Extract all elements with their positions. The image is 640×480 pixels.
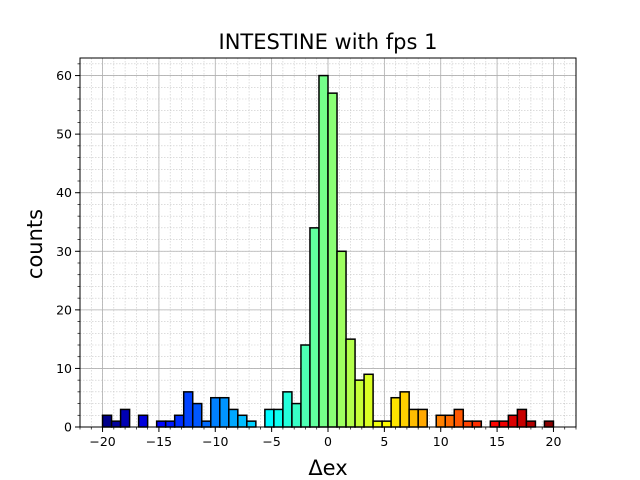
histogram-bar	[318, 74, 329, 428]
histogram-bar	[282, 391, 293, 428]
histogram-bar	[336, 250, 347, 428]
x-tick-label: 15	[489, 434, 505, 449]
histogram-bar	[155, 420, 167, 428]
x-axis-ticks: −20 −15 −10 −5 0 5 10 15 20	[79, 427, 577, 449]
histogram-bar	[264, 408, 275, 428]
histogram-bar	[399, 391, 410, 428]
histogram-bar	[191, 402, 203, 428]
x-tick-label: −10	[202, 434, 228, 449]
y-tick-label: 40	[56, 185, 72, 200]
histogram-bar	[291, 402, 302, 428]
histogram-bar	[246, 420, 257, 428]
histogram-bar	[444, 414, 456, 428]
histogram-bar	[273, 408, 284, 428]
y-tick-label: 60	[56, 68, 72, 83]
histogram-bar	[471, 420, 483, 428]
histogram-bar	[390, 396, 401, 428]
histogram-bar	[543, 420, 555, 428]
histogram-bar	[119, 408, 131, 428]
histogram-bar	[345, 338, 356, 428]
x-tick-label: 10	[433, 434, 449, 449]
histogram-bar	[507, 414, 519, 428]
y-tick-label: 50	[56, 127, 72, 142]
x-tick-label: 20	[546, 434, 562, 449]
x-tick-label: −5	[262, 434, 280, 449]
histogram-bar	[489, 420, 501, 428]
histogram-bar	[228, 408, 239, 428]
histogram-bar	[182, 391, 194, 428]
histogram-bar	[435, 414, 446, 428]
histogram-bar	[101, 414, 113, 428]
histogram-bar	[516, 408, 528, 428]
histogram-bar	[164, 420, 176, 428]
histogram-bar	[453, 408, 465, 428]
x-axis-label: Δex	[308, 456, 347, 480]
y-tick-label: 0	[64, 420, 72, 435]
y-tick-label: 20	[56, 302, 72, 317]
histogram-bar	[327, 92, 338, 428]
histogram-bar	[200, 420, 212, 428]
histogram-bar	[219, 396, 230, 428]
histogram-bar	[408, 408, 419, 428]
chart-title: INTESTINE with fps 1	[219, 30, 438, 54]
histogram-bar	[498, 420, 510, 428]
histogram-bar	[525, 420, 537, 428]
histogram-bar	[381, 420, 392, 428]
histogram-bar	[372, 420, 383, 428]
x-tick-label: −15	[146, 434, 172, 449]
histogram-bars	[101, 74, 555, 428]
y-axis-ticks: 0 10 20 30 40 50 60	[56, 63, 80, 435]
histogram-bar	[462, 420, 474, 428]
x-tick-label: 5	[380, 434, 388, 449]
histogram-bar	[137, 414, 149, 428]
y-tick-label: 10	[56, 361, 72, 376]
histogram-bar	[173, 414, 185, 428]
histogram-bar	[300, 344, 311, 428]
x-tick-label: 0	[324, 434, 332, 449]
x-tick-label: −20	[89, 434, 115, 449]
histogram-bar	[354, 379, 365, 428]
y-axis-label: counts	[23, 209, 47, 279]
histogram-bar	[210, 396, 221, 428]
histogram-bar	[110, 420, 122, 428]
histogram-bar	[417, 408, 428, 428]
histogram-bar	[309, 227, 320, 428]
histogram-bar	[237, 414, 248, 428]
y-tick-label: 30	[56, 244, 72, 259]
histogram-bar	[363, 373, 374, 428]
